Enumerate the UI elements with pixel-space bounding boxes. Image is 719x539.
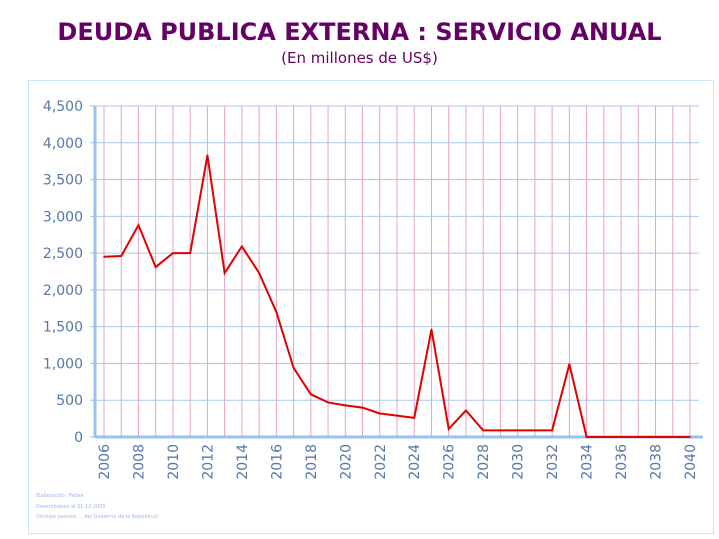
data-point: [223, 272, 226, 274]
x-tick-label: 2036: [614, 444, 630, 480]
y-tick-label: 500: [56, 393, 83, 409]
y-tick-label: 1,500: [43, 320, 83, 336]
data-point: [327, 401, 329, 404]
x-tick-label: 2038: [649, 444, 665, 480]
x-tick-label: 2034: [580, 444, 596, 480]
x-tick-label: 2020: [338, 444, 354, 480]
data-point: [137, 224, 140, 226]
x-tick-label: 2022: [373, 444, 389, 480]
data-point: [465, 409, 467, 412]
data-point: [344, 404, 347, 407]
x-tick-label: 2008: [131, 444, 147, 480]
data-point: [499, 429, 502, 432]
data-point: [689, 436, 691, 438]
y-tick-label: 4,000: [43, 136, 83, 152]
data-point: [654, 436, 657, 438]
x-tick-label: 2040: [683, 444, 699, 480]
data-point: [189, 252, 191, 254]
data-point: [172, 252, 174, 254]
data-point: [378, 412, 381, 415]
y-tick-label: 2,000: [43, 283, 83, 299]
x-tick-label: 2014: [235, 444, 251, 480]
data-point: [447, 428, 450, 430]
data-point: [154, 266, 157, 268]
data-point: [275, 311, 278, 313]
x-tick-label: 2026: [442, 444, 458, 480]
x-tick-label: 2030: [511, 444, 527, 480]
y-tick-label: 1,000: [43, 356, 83, 372]
footnote-2: Desembolsos al 31.12.2005: [36, 504, 106, 510]
data-point: [585, 436, 588, 438]
x-tick-label: 2010: [166, 444, 182, 480]
data-point: [413, 417, 416, 419]
chart-title: DEUDA PUBLICA EXTERNA : SERVICIO ANUAL: [57, 18, 662, 46]
data-point: [482, 429, 484, 432]
chart-subtitle: (En millones de US$): [281, 49, 438, 67]
data-point: [551, 429, 553, 432]
x-tick-label: 2006: [97, 444, 113, 480]
x-tick-label: 2018: [304, 444, 320, 480]
data-point: [516, 429, 519, 432]
data-point: [603, 436, 605, 438]
data-point: [620, 436, 622, 438]
x-tick-label: 2028: [476, 444, 492, 480]
data-point: [310, 393, 312, 396]
data-point: [637, 436, 640, 438]
data-point: [430, 328, 433, 331]
data-point: [534, 429, 536, 432]
y-tick-label: 3,000: [43, 209, 83, 225]
data-point: [568, 363, 571, 365]
x-tick-label: 2016: [269, 444, 285, 480]
y-tick-label: 0: [74, 430, 83, 446]
y-tick-label: 2,500: [43, 246, 83, 262]
data-point: [671, 436, 674, 438]
y-tick-label: 3,500: [43, 173, 83, 189]
data-point: [103, 255, 105, 258]
data-point: [206, 154, 209, 157]
data-point: [361, 406, 364, 409]
x-tick-label: 2032: [545, 444, 561, 480]
data-point: [396, 414, 398, 417]
x-tick-label: 2024: [407, 444, 423, 480]
x-tick-label: 2012: [200, 444, 216, 480]
data-point: [241, 245, 243, 248]
data-point: [120, 255, 123, 257]
footnote-3: (Incluye pasivos ... del Gobierno de la …: [36, 514, 159, 520]
chart-frame: [28, 80, 714, 534]
y-tick-label: 4,500: [43, 99, 83, 115]
data-point: [292, 367, 295, 369]
data-point: [258, 272, 260, 274]
footnote-1: Elaboración: Fedea: [36, 493, 84, 499]
